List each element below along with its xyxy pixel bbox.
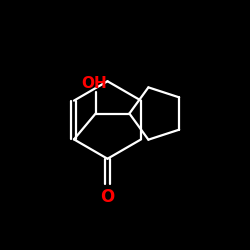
Text: OH: OH	[82, 76, 107, 91]
Text: O: O	[100, 188, 114, 206]
